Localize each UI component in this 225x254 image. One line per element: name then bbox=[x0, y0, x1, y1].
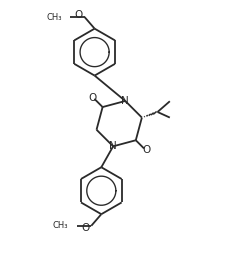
Text: O: O bbox=[81, 223, 89, 233]
Text: N: N bbox=[109, 141, 117, 151]
Text: O: O bbox=[74, 10, 82, 20]
Text: CH₃: CH₃ bbox=[46, 12, 61, 22]
Text: O: O bbox=[88, 93, 96, 103]
Text: O: O bbox=[142, 145, 150, 155]
Text: CH₃: CH₃ bbox=[53, 221, 68, 230]
Text: N: N bbox=[122, 96, 129, 106]
